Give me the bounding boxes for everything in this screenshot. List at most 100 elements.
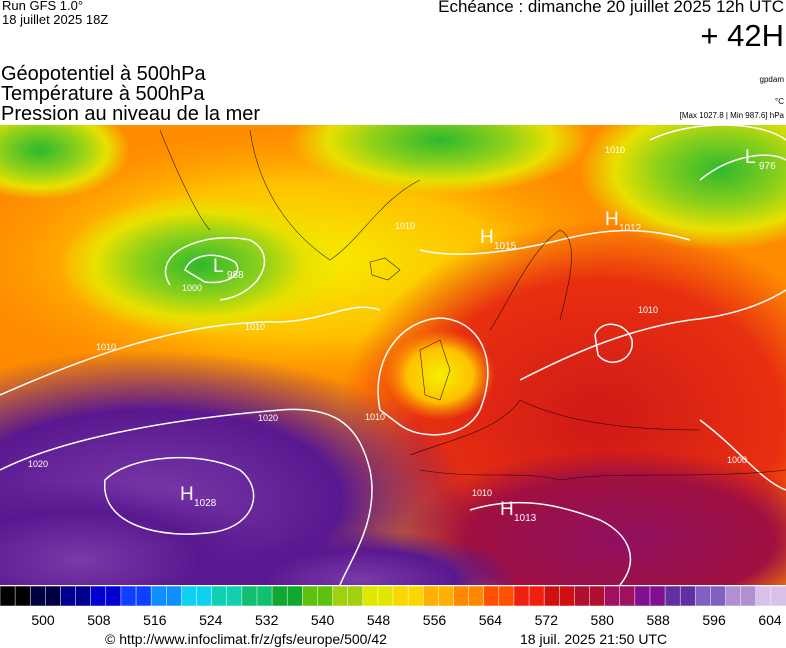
colorbar-tick-label: 532: [255, 612, 279, 628]
colorbar-swatch: [619, 585, 636, 607]
colorbar-swatch: [120, 585, 137, 607]
isobar-label: 1010: [472, 488, 492, 498]
colorbar-swatch: [453, 585, 470, 607]
center-symbol: H: [605, 209, 619, 230]
colorbar-swatch: [45, 585, 62, 607]
colorbar-tick-label: 580: [591, 612, 615, 628]
colorbar-swatch: [710, 585, 727, 607]
center-symbol: L: [213, 256, 224, 277]
colorbar-swatch: [513, 585, 530, 607]
colorbar-swatch: [105, 585, 122, 607]
colorbar-tick-label: 604: [758, 612, 782, 628]
colorbar-swatch: [770, 585, 786, 607]
colorbar-tick-label: 564: [479, 612, 503, 628]
colorbar-swatch: [559, 585, 576, 607]
colorbar-swatch: [649, 585, 666, 607]
isobar-label: 1010: [96, 342, 116, 352]
colorbar-tick-label: 540: [311, 612, 335, 628]
unit: gpdam: [759, 75, 784, 84]
timestamp: 18 juil. 2025 21:50 UTC: [520, 631, 667, 647]
isobar-label: 1000: [727, 455, 747, 465]
colorbar-swatch: [468, 585, 485, 607]
colorbar-swatch: [90, 585, 107, 607]
isobar-label: 1020: [258, 413, 278, 423]
colorbar-swatch: [211, 585, 228, 607]
colorbar-swatch: [528, 585, 545, 607]
forecast-time: Echéance : dimanche 20 juillet 2025 12h …: [438, 0, 784, 16]
unit: °C: [775, 97, 784, 106]
colorbar-swatch: [256, 585, 273, 607]
colorbar-swatch: [740, 585, 757, 607]
isobar-label: 1000: [182, 283, 202, 293]
colorbar-swatch: [438, 585, 455, 607]
unit: [Max 1027.8 | Min 987.6] hPa: [679, 111, 784, 120]
center-symbol: H: [500, 499, 514, 520]
colorbar-swatch: [543, 585, 561, 607]
title: Température à 500hPa: [1, 83, 205, 105]
colorbar-tick-label: 524: [199, 612, 223, 628]
colorbar-swatch: [679, 585, 697, 607]
title: Pression au niveau de la mer: [1, 103, 261, 125]
colorbar-swatch: [574, 585, 591, 607]
colorbar-tick-label: 508: [87, 612, 111, 628]
colorbar-swatch: [604, 585, 621, 607]
colorbar-swatch: [181, 585, 198, 607]
center-symbol: H: [180, 484, 194, 505]
colorbar-swatch: [422, 585, 440, 607]
colorbar-swatch: [589, 585, 606, 607]
colorbar-swatch: [664, 585, 681, 607]
center-symbol: L: [745, 147, 756, 168]
colorbar-swatch: [755, 585, 772, 607]
colorbar-swatch: [0, 585, 16, 607]
isobar-label: 1010: [395, 221, 415, 231]
center-symbol: H: [480, 227, 494, 248]
colorbar-swatch: [483, 585, 500, 607]
colorbar-swatch: [196, 585, 213, 607]
colorbar-swatch: [725, 585, 742, 607]
colorbar-tick-label: 596: [702, 612, 726, 628]
colorbar-swatch: [286, 585, 304, 607]
run-date: 18 juillet 2025 18Z: [2, 12, 109, 27]
colorbar-tick-label: 588: [646, 612, 670, 628]
colorbar-tick-label: 572: [535, 612, 559, 628]
colorbar-tick-label: 516: [143, 612, 167, 628]
center-value: 1012: [619, 223, 642, 234]
colorbar-swatch: [14, 585, 31, 607]
colorbar-swatch: [75, 585, 92, 607]
center-value: 1013: [514, 513, 537, 524]
colorbar-swatch: [29, 585, 47, 607]
center-value: 1015: [494, 241, 517, 252]
colorbar-swatch: [377, 585, 394, 607]
isobar-label: 1010: [245, 322, 265, 332]
colorbar-swatch: [392, 585, 409, 607]
isobar-label: 1010: [605, 145, 625, 155]
center-value: 1028: [194, 498, 217, 509]
colorbar-swatch: [634, 585, 651, 607]
colorbar-swatch: [60, 585, 77, 607]
colorbar-tick-label: 500: [31, 612, 55, 628]
colorbar-swatch: [226, 585, 243, 607]
colorbar-swatch: [166, 585, 183, 607]
colorbar-swatch: [271, 585, 288, 607]
colorbar-swatch: [362, 585, 379, 607]
center-value: 976: [759, 161, 776, 172]
colorbar-swatch: [241, 585, 258, 607]
center-value: 988: [227, 270, 244, 281]
isobar-label: 1010: [638, 305, 658, 315]
colorbar-swatch: [332, 585, 349, 607]
isobar-label: 1020: [28, 459, 48, 469]
colorbar-swatch: [695, 585, 712, 607]
colorbar-swatch: [150, 585, 168, 607]
title: Géopotentiel à 500hPa: [1, 63, 206, 85]
colorbar-swatch: [347, 585, 364, 607]
isobar-label: 1010: [365, 412, 385, 422]
source-url: © http://www.infoclimat.fr/z/gfs/europe/…: [105, 631, 387, 647]
colorbar-swatch: [135, 585, 152, 607]
colorbar-swatch: [317, 585, 334, 607]
lead-time: + 42H: [700, 18, 784, 53]
colorbar-swatch: [407, 585, 424, 607]
colorbar-tick-label: 556: [423, 612, 447, 628]
colorbar-swatch: [302, 585, 319, 607]
